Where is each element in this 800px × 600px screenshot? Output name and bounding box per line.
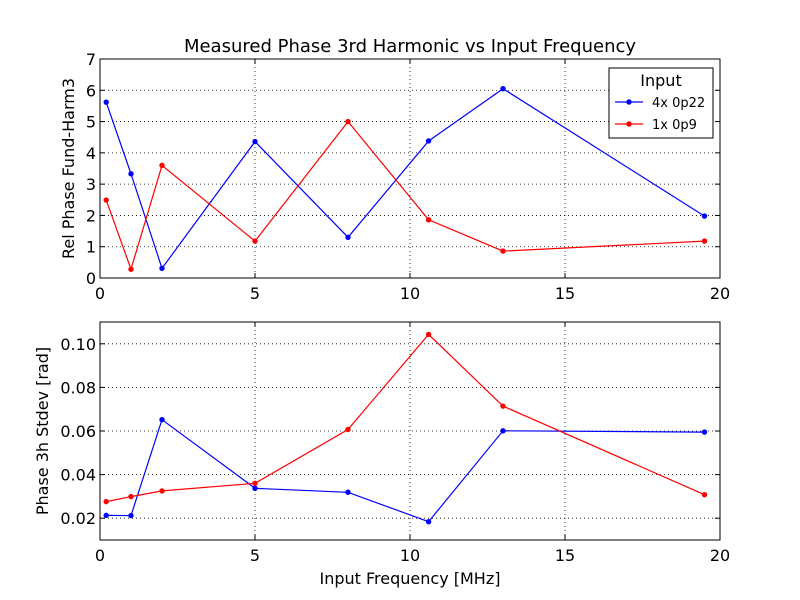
bottom-ticks: 0 5 10 15 20 0.02 0.04 0.06 0.08 0.10	[60, 322, 730, 565]
top-ytick-label: 3	[86, 175, 96, 194]
bottom-ytick-label: 0.04	[60, 466, 96, 485]
top-series-line-1x-0p9	[105, 120, 705, 272]
bottom-point-1x-0p9	[159, 488, 165, 494]
bottom-point-4x-0p22	[345, 489, 351, 495]
top-ytick-label: 4	[86, 144, 96, 163]
top-ytick-label: 1	[86, 238, 96, 257]
top-point-1x-0p9	[103, 197, 109, 203]
bottom-ytick-label: 0.10	[60, 335, 96, 354]
top-point-4x-0p22	[159, 265, 165, 272]
bottom-point-4x-0p22	[252, 485, 258, 492]
bottom-series-line-1x-0p9	[106, 333, 705, 503]
bottom-point-1x-0p9	[128, 493, 134, 500]
legend-marker-4x-0p22	[626, 99, 632, 105]
top-xtick-label: 15	[555, 284, 575, 303]
top-subplot: 0 5 10 15 20 0 1 2 3 4 5 6 7 Measured Phase 3rd Harm…	[59, 36, 730, 303]
top-ylabel: Rel Phase Fund-Harm3	[59, 78, 78, 259]
top-point-4x-0p22	[425, 138, 432, 144]
bottom-xtick-label: 5	[250, 546, 260, 565]
legend: Input 4x 0p22 1x 0p9	[608, 67, 714, 139]
bottom-point-1x-0p9	[701, 491, 708, 498]
top-point-1x-0p9	[500, 248, 506, 254]
legend-title: Input	[640, 71, 681, 90]
bottom-point-4x-0p22	[159, 416, 165, 423]
top-xtick-label: 5	[250, 284, 260, 303]
top-series-line-4x-0p22	[105, 87, 705, 270]
top-point-4x-0p22	[701, 213, 708, 219]
top-point-1x-0p9	[345, 118, 351, 125]
bottom-series	[103, 331, 708, 525]
top-point-1x-0p9	[128, 266, 134, 272]
bottom-point-1x-0p9	[103, 498, 109, 505]
bottom-ytick-label: 0.08	[60, 378, 96, 397]
legend-marker-1x-0p9	[626, 121, 632, 127]
bottom-point-4x-0p22	[103, 512, 109, 519]
top-ticks: 0 5 10 15 20 0 1 2 3 4 5 6 7	[86, 50, 730, 303]
bottom-point-1x-0p9	[500, 403, 506, 409]
top-point-4x-0p22	[252, 138, 258, 145]
bottom-point-1x-0p9	[425, 331, 432, 338]
top-point-4x-0p22	[128, 171, 134, 177]
top-series	[103, 86, 708, 272]
top-point-1x-0p9	[425, 217, 432, 223]
bottom-point-4x-0p22	[128, 512, 134, 519]
top-ytick-label: 6	[86, 81, 96, 100]
top-xtick-label: 20	[710, 284, 730, 303]
top-point-4x-0p22	[345, 234, 351, 241]
bottom-point-1x-0p9	[345, 426, 351, 433]
legend-label-4x-0p22: 4x 0p22	[652, 96, 705, 111]
bottom-ytick-label: 0.06	[60, 422, 96, 441]
bottom-point-4x-0p22	[500, 428, 506, 434]
bottom-point-1x-0p9	[252, 480, 258, 487]
top-xtick-label: 0	[95, 284, 105, 303]
legend-box	[608, 67, 714, 139]
top-ytick-label: 0	[86, 269, 96, 288]
bottom-xlabel: Input Frequency [MHz]	[320, 569, 501, 588]
bottom-xtick-label: 20	[710, 546, 730, 565]
top-point-4x-0p22	[500, 86, 506, 92]
bottom-xtick-label: 15	[555, 546, 575, 565]
bottom-ytick-label: 0.02	[60, 509, 96, 528]
top-ytick-label: 7	[86, 50, 96, 69]
bottom-ylabel: Phase 3h Stdev [rad]	[33, 347, 52, 515]
top-ytick-label: 2	[86, 206, 96, 225]
bottom-point-4x-0p22	[425, 518, 432, 525]
bottom-xtick-label: 0	[95, 546, 105, 565]
top-point-1x-0p9	[252, 238, 258, 244]
bottom-series-line-4x-0p22	[106, 418, 705, 523]
top-point-4x-0p22	[103, 99, 109, 105]
legend-label-1x-0p9: 1x 0p9	[652, 118, 697, 133]
top-xtick-label: 10	[400, 284, 420, 303]
top-ytick-label: 5	[86, 113, 96, 132]
top-point-1x-0p9	[159, 162, 165, 169]
chart-title: Measured Phase 3rd Harmonic vs Input Fre…	[184, 36, 636, 57]
bottom-subplot: 0 5 10 15 20 0.02 0.04 0.06 0.08 0.10 Input Frequ…	[33, 321, 730, 588]
bottom-point-4x-0p22	[701, 429, 708, 435]
bottom-xtick-label: 10	[400, 546, 420, 565]
top-point-1x-0p9	[701, 238, 708, 244]
